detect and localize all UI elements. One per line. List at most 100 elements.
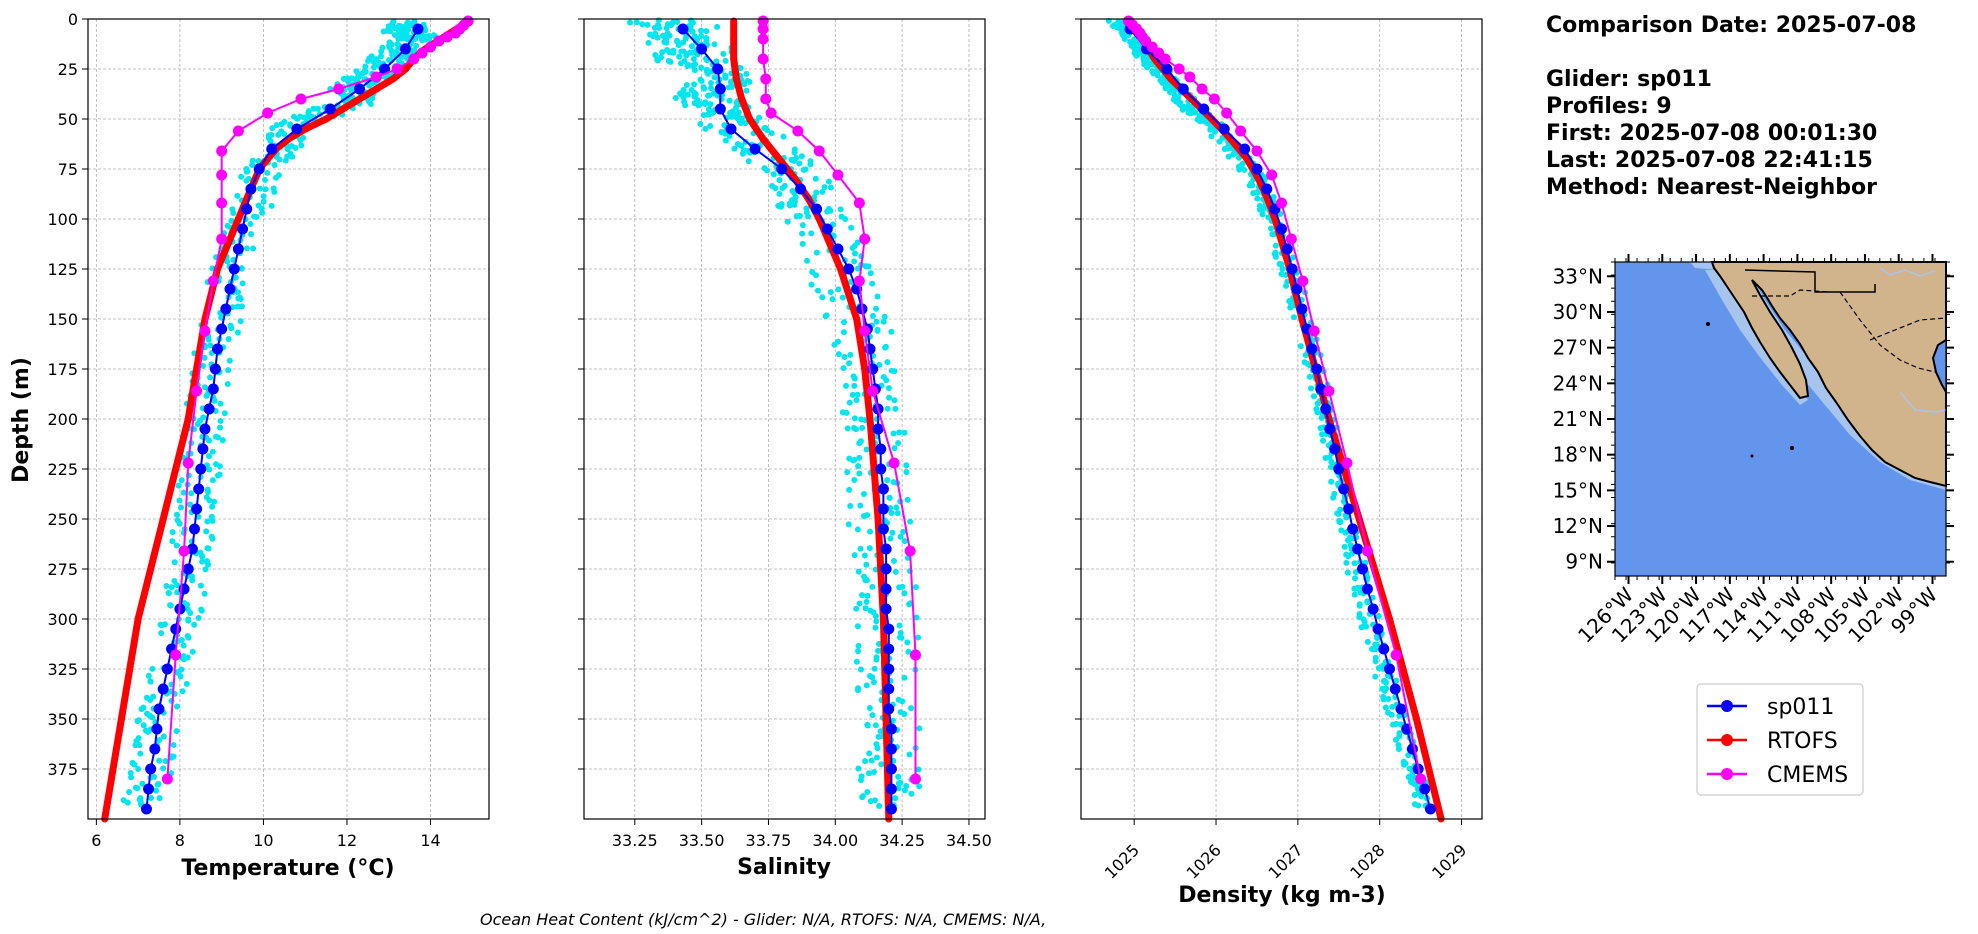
raw-profile-point bbox=[743, 87, 750, 94]
sp011-profile-point bbox=[1306, 343, 1318, 355]
raw-profile-point bbox=[1270, 194, 1277, 201]
sp011-profile-point bbox=[161, 663, 173, 675]
rtofs-profile-point bbox=[866, 415, 874, 423]
raw-profile-point bbox=[1135, 51, 1142, 58]
raw-profile-point bbox=[1383, 685, 1390, 692]
raw-profile-point bbox=[1373, 641, 1380, 648]
cmems-profile-point bbox=[1390, 649, 1402, 661]
raw-profile-point bbox=[249, 162, 256, 169]
raw-profile-point bbox=[896, 584, 903, 591]
raw-profile-point bbox=[670, 49, 677, 56]
raw-profile-point bbox=[916, 725, 923, 732]
raw-profile-point bbox=[768, 130, 775, 137]
raw-profile-point bbox=[880, 318, 887, 325]
raw-profile-point bbox=[237, 294, 244, 301]
raw-profile-point bbox=[680, 39, 687, 46]
raw-profile-point bbox=[206, 437, 213, 444]
temperature-panel: 0 25 50 75 100 125 150 175 200 225 250 275 300 325 350… bbox=[9, 10, 490, 881]
raw-profile-point bbox=[201, 590, 208, 597]
sp011-profile-point bbox=[880, 603, 892, 615]
raw-profile-point bbox=[913, 614, 920, 621]
raw-profile-point bbox=[209, 448, 216, 455]
rtofs-profile-point bbox=[746, 115, 754, 123]
raw-profile-point bbox=[156, 736, 163, 743]
sp011-profile-point bbox=[880, 583, 892, 595]
sp011-profile-point bbox=[203, 403, 215, 415]
map-lat-label: 12°N bbox=[1553, 514, 1603, 538]
y-tick-label: 250 bbox=[47, 510, 78, 529]
raw-profile-point bbox=[895, 785, 902, 792]
raw-profile-point bbox=[841, 319, 848, 326]
sp011-profile-point bbox=[1352, 543, 1364, 555]
raw-profile-point bbox=[737, 120, 744, 127]
raw-profile-point bbox=[1310, 393, 1317, 400]
raw-profile-point bbox=[1389, 703, 1396, 710]
sp011-profile-point bbox=[883, 623, 895, 635]
rtofs-profile-point bbox=[738, 95, 746, 103]
raw-profile-point bbox=[659, 49, 666, 56]
raw-profile-point bbox=[205, 453, 212, 460]
raw-profile-point bbox=[183, 601, 190, 608]
raw-profile-point bbox=[148, 795, 155, 802]
rtofs-profile-point bbox=[874, 515, 882, 523]
raw-profile-point bbox=[705, 70, 712, 77]
raw-profile-point bbox=[189, 648, 196, 655]
raw-profile-point bbox=[127, 770, 134, 777]
raw-profile-point bbox=[697, 120, 704, 127]
raw-profile-point bbox=[864, 722, 871, 729]
raw-profile-point bbox=[269, 125, 276, 132]
sp011-profile-point bbox=[885, 783, 897, 795]
raw-profile-point bbox=[849, 391, 856, 398]
raw-profile-point bbox=[872, 722, 879, 729]
raw-profile-point bbox=[1319, 431, 1326, 438]
raw-profile-point bbox=[897, 533, 904, 540]
cmems-profile-point bbox=[1285, 233, 1297, 245]
raw-profile-point bbox=[901, 674, 908, 681]
raw-profile-point bbox=[684, 62, 691, 69]
raw-profile-point bbox=[228, 217, 235, 224]
raw-profile-point bbox=[297, 113, 304, 120]
cmems-profile-point bbox=[232, 125, 244, 137]
rtofs-profile-point bbox=[389, 75, 397, 83]
sp011-profile-point bbox=[266, 143, 278, 155]
raw-profile-point bbox=[163, 583, 170, 590]
sp011-profile-point bbox=[1347, 523, 1359, 535]
raw-profile-point bbox=[126, 789, 133, 796]
raw-profile-point bbox=[1272, 253, 1279, 260]
raw-profile-point bbox=[854, 391, 861, 398]
raw-profile-point bbox=[863, 598, 870, 605]
sp011-profile-point bbox=[885, 743, 897, 755]
raw-profile-point bbox=[895, 780, 902, 787]
raw-profile-point bbox=[194, 421, 201, 428]
raw-profile-point bbox=[273, 122, 280, 129]
sp011-profile-point bbox=[232, 243, 244, 255]
cmems-profile-point bbox=[408, 53, 420, 65]
sp011-profile-point bbox=[714, 83, 726, 95]
raw-profile-point bbox=[135, 766, 142, 773]
raw-profile-point bbox=[275, 172, 282, 179]
raw-profile-point bbox=[1146, 61, 1153, 68]
raw-profile-point bbox=[185, 634, 192, 641]
raw-profile-point bbox=[856, 600, 863, 607]
last-profile-time: Last: 2025-07-08 22:41:15 bbox=[1546, 148, 1873, 173]
raw-profile-point bbox=[840, 365, 847, 372]
raw-profile-point bbox=[260, 193, 267, 200]
raw-profile-point bbox=[217, 400, 224, 407]
raw-profile-point bbox=[865, 770, 872, 777]
raw-profile-point bbox=[873, 305, 880, 312]
cmems-profile-point bbox=[760, 73, 772, 85]
sp011-profile-line bbox=[1129, 28, 1432, 810]
cmems-profile-point bbox=[757, 23, 769, 35]
cmems-profile-point bbox=[425, 41, 437, 53]
cmems-profile-point bbox=[1323, 385, 1335, 397]
raw-profile-point bbox=[867, 672, 874, 679]
sp011-profile-point bbox=[209, 363, 221, 375]
map-state-lines bbox=[1752, 289, 1947, 373]
y-tick-label: 25 bbox=[58, 60, 78, 79]
raw-profile-point bbox=[829, 296, 836, 303]
raw-profile-point bbox=[857, 666, 864, 673]
raw-profile-point bbox=[175, 482, 182, 489]
raw-profile-point bbox=[120, 797, 127, 804]
raw-profile-point bbox=[262, 186, 269, 193]
raw-profile-point bbox=[243, 245, 250, 252]
